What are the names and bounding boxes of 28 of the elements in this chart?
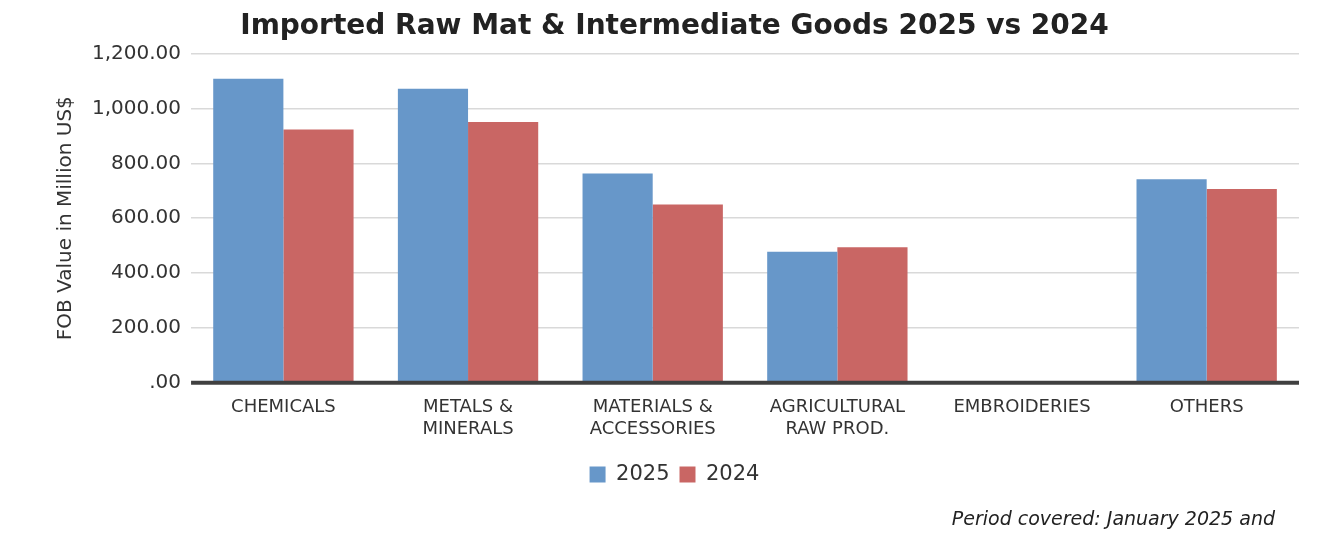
x-tick-label: MATERIALS & ACCESSORIES xyxy=(589,395,716,438)
y-tick-label: 1,200.00 xyxy=(92,39,182,64)
x-tick-label: AGRICULTURAL RAW PROD. xyxy=(769,395,906,438)
chart-title: Imported Raw Mat & Intermediate Goods 2025 vs 2024 xyxy=(240,8,1109,42)
x-tick-label: CHEMICALS xyxy=(231,395,336,417)
bar xyxy=(468,121,539,383)
y-tick-label: 800.00 xyxy=(111,149,182,174)
x-tick-label: EMBROIDERIES xyxy=(953,395,1091,417)
bar xyxy=(582,173,653,383)
bar xyxy=(767,251,838,383)
y-tick-label: 1,000.00 xyxy=(92,94,182,119)
legend-label: 2025 xyxy=(616,460,670,485)
y-tick-label: .00 xyxy=(149,369,182,393)
legend-label: 2024 xyxy=(706,460,760,485)
text: Period covered: January 2025 and xyxy=(951,507,1276,530)
bar xyxy=(213,78,284,383)
bar xyxy=(1206,189,1277,383)
y-tick-label: 600.00 xyxy=(111,204,182,229)
y-tick-label: 400.00 xyxy=(111,259,182,284)
x-tick-label: METALS & MINERALS xyxy=(422,395,514,438)
y-axis-title: FOB Value in Million US$ xyxy=(52,96,77,341)
bar xyxy=(837,247,908,383)
bar xyxy=(652,204,723,383)
bar xyxy=(1136,179,1207,383)
bar xyxy=(397,88,469,383)
x-tick-label: OTHERS xyxy=(1169,395,1244,417)
bar xyxy=(283,129,354,383)
y-tick-label: 200.00 xyxy=(111,314,182,339)
